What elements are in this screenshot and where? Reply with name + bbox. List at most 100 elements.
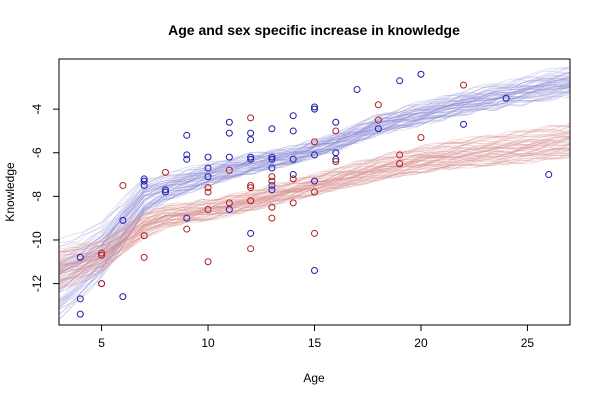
blue-data-point (76, 310, 84, 318)
red-data-point (374, 116, 382, 124)
red-trajectory-line (59, 143, 570, 269)
blue-data-point (545, 171, 553, 179)
red-trajectory-line (59, 143, 570, 271)
blue-trajectory-line (59, 86, 570, 289)
blue-data-point (460, 120, 468, 128)
blue-trajectory-line (59, 88, 570, 316)
red-data-point (268, 177, 276, 185)
red-trajectory-line (59, 136, 570, 260)
y-axis: -12 -10 -8 -6 -4 (30, 103, 59, 292)
y-tick-label: -10 (30, 231, 44, 249)
red-trajectory-line (59, 144, 570, 265)
blue-data-point (268, 164, 276, 172)
red-data-point (332, 157, 340, 165)
y-tick-label: -8 (30, 191, 44, 202)
blue-trajectory-line (59, 75, 570, 269)
red-data-point (204, 184, 212, 192)
blue-data-point (119, 293, 127, 301)
red-data-point (311, 229, 318, 237)
red-trajectory-line (59, 148, 570, 282)
red-data-point (247, 245, 255, 253)
blue-data-point (374, 125, 382, 133)
blue-trajectory-line (59, 81, 570, 276)
red-data-point (98, 251, 106, 259)
blue-trajectory-line (59, 83, 570, 282)
red-data-point (140, 232, 148, 240)
red-data-point (225, 166, 233, 174)
blue-trajectory-line (59, 82, 570, 279)
red-data-point (204, 205, 212, 213)
red-trajectory-line (59, 135, 570, 264)
red-trajectory-line (59, 132, 570, 273)
blue-data-point (183, 131, 191, 139)
blue-data-point (311, 177, 318, 185)
red-data-point (140, 253, 148, 261)
blue-data-point (268, 186, 276, 194)
blue-data-point (268, 153, 276, 161)
blue-data-point (247, 129, 255, 137)
red-data-point (225, 199, 233, 207)
blue-trajectory-line (59, 72, 570, 273)
red-trajectory-line (59, 129, 570, 263)
blue-trajectory-line (59, 82, 570, 265)
red-trajectory-line (59, 146, 570, 279)
blue-trajectory-line (59, 85, 570, 308)
blue-trajectory-line (59, 81, 570, 284)
blue-data-point (396, 77, 404, 85)
blue-trajectory-line (59, 77, 570, 273)
red-data-point (183, 225, 191, 233)
blue-data-point (76, 295, 84, 303)
chart-title: Age and sex specific increase in knowled… (168, 22, 460, 38)
red-trajectory-line (59, 139, 570, 268)
blue-trajectory-line (59, 75, 570, 286)
blue-trajectory-line (59, 91, 570, 293)
x-tick-label: 5 (98, 336, 105, 350)
red-data-point (374, 101, 382, 109)
red-data-point (204, 258, 212, 266)
red-trajectory-line (59, 148, 570, 275)
blue-data-point (289, 155, 297, 163)
blue-data-point (311, 105, 318, 113)
y-tick-label: -4 (30, 103, 44, 114)
blue-trajectory-line (59, 90, 570, 294)
blue-data-point (183, 155, 191, 163)
blue-data-point (417, 70, 425, 78)
red-data-point (98, 249, 106, 257)
red-data-point (268, 214, 276, 222)
red-trajectory-line (59, 142, 570, 275)
blue-data-point (502, 94, 510, 102)
red-data-point (161, 168, 169, 176)
blue-trajectory-line (59, 79, 570, 269)
blue-data-point (289, 112, 297, 120)
blue-trajectory-line (59, 92, 570, 303)
blue-trajectory-line (59, 79, 570, 292)
red-trajectory-line (59, 154, 570, 287)
data-points (76, 70, 553, 318)
blue-trajectory-line (59, 83, 570, 285)
red-trajectory-line (59, 146, 570, 290)
red-trajectory-line (59, 125, 570, 253)
blue-trajectory-line (59, 86, 570, 320)
blue-trajectory-line (59, 74, 570, 249)
blue-trajectory-line (59, 68, 570, 244)
red-data-point (268, 203, 276, 211)
blue-trajectory-line (59, 84, 570, 275)
blue-data-point (247, 153, 255, 161)
blue-data-point (140, 181, 148, 189)
red-data-point (268, 173, 276, 181)
red-trajectory-line (59, 136, 570, 275)
blue-trajectory-line (59, 72, 570, 264)
blue-data-point (183, 214, 191, 222)
blue-data-point (268, 155, 276, 163)
red-data-point (417, 133, 425, 141)
red-trajectory-line (59, 144, 570, 281)
blue-trajectory-line (59, 80, 570, 274)
y-axis-label: Knowledge (3, 162, 17, 222)
blue-data-point (247, 136, 255, 144)
blue-trajectory-line (59, 81, 570, 285)
y-tick-label: -12 (30, 275, 44, 293)
red-trajectory-line (59, 140, 570, 267)
red-data-point (289, 199, 297, 207)
red-data-point (247, 181, 255, 189)
red-data-point (247, 197, 255, 205)
